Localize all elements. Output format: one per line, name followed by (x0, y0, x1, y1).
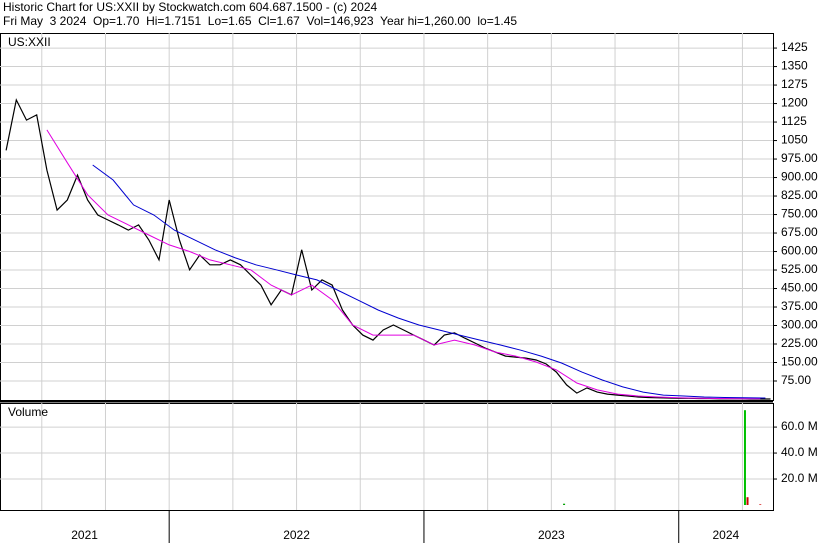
y-tick-label: 1275 (781, 77, 808, 91)
chart-subtitle: Fri May 3 2024 Op=1.70 Hi=1.7151 Lo=1.65… (3, 14, 517, 28)
y-tick-label: 375.00 (781, 299, 818, 313)
y-tick-label: 975.00 (781, 151, 818, 165)
y-tick-label: 20.0 M (781, 471, 818, 485)
y-tick-label: 1050 (781, 133, 808, 147)
y-tick-label: 1200 (781, 96, 808, 110)
y-tick-label: 75.00 (781, 373, 811, 387)
x-tick-label: 2022 (283, 528, 310, 542)
y-tick-label: 900.00 (781, 170, 818, 184)
y-tick-label: 525.00 (781, 262, 818, 276)
y-tick-label: 225.00 (781, 336, 818, 350)
y-tick-label: 1125 (781, 114, 807, 128)
y-tick-label: 300.00 (781, 318, 818, 332)
panel-label: Volume (8, 405, 48, 419)
y-tick-label: 600.00 (781, 244, 818, 258)
x-tick-label: 2023 (538, 528, 565, 542)
y-tick-label: 150.00 (781, 355, 818, 369)
y-tick-label: 60.0 M (781, 419, 818, 433)
volume-bar (746, 497, 749, 505)
volume-bar (563, 503, 566, 505)
volume-bar (759, 504, 762, 505)
y-tick-label: 40.0 M (781, 445, 818, 459)
y-tick-label: 1350 (781, 59, 808, 73)
y-tick-label: 450.00 (781, 281, 818, 295)
y-tick-label: 1425 (781, 40, 808, 54)
price-line (46, 129, 761, 400)
volume-bar (743, 410, 746, 505)
price-line (92, 164, 766, 399)
x-tick-label: 2021 (71, 528, 98, 542)
y-tick-label: 750.00 (781, 207, 818, 221)
y-tick-label: 825.00 (781, 188, 818, 202)
chart-title: Historic Chart for US:XXII by Stockwatch… (3, 0, 377, 14)
panel-label: US:XXII (8, 35, 51, 49)
x-tick-label: 2024 (713, 528, 740, 542)
y-tick-label: 675.00 (781, 225, 818, 239)
